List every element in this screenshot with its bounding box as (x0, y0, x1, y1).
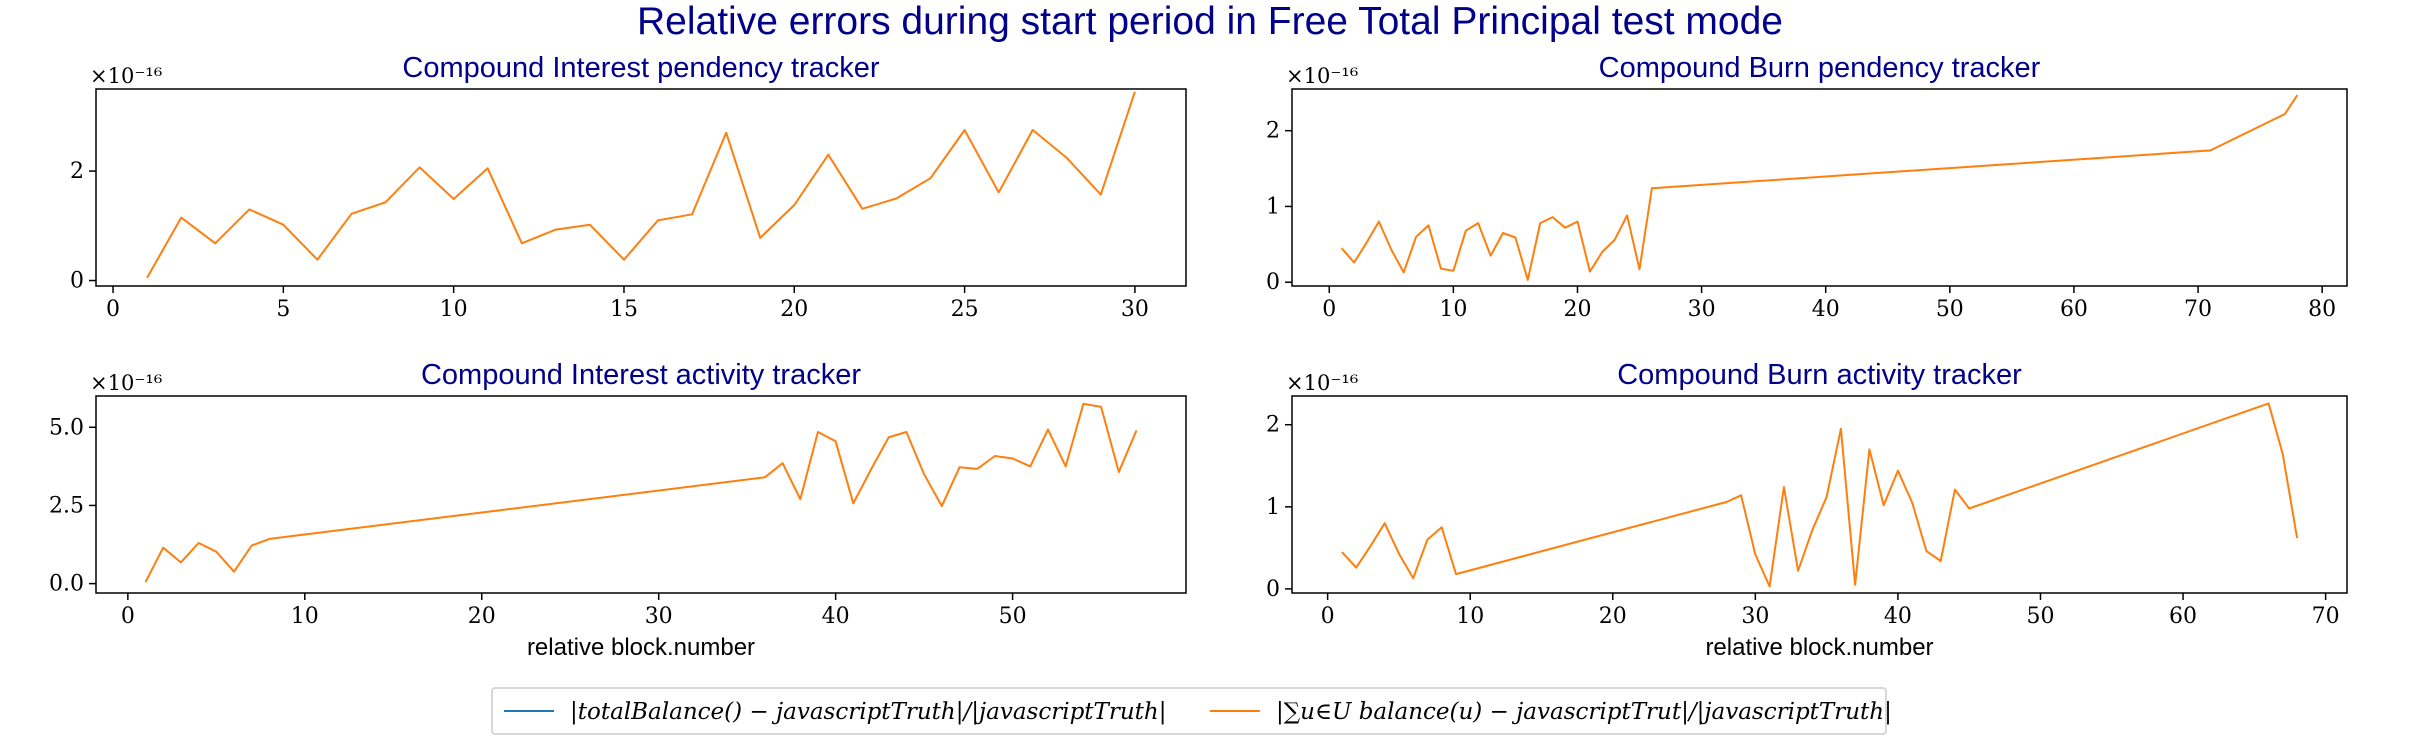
figure-title: Relative errors during start period in F… (637, 0, 1783, 43)
series-line-1 (1340, 94, 2299, 281)
axis-multiplier: ×10⁻¹⁶ (90, 64, 162, 88)
subplot-1: Compound Interest pendency tracker ×10⁻¹⁶… (70, 52, 1187, 322)
x-tick-label: 60 (2060, 297, 2088, 322)
x-tick-label: 40 (822, 604, 850, 629)
x-tick-label: 5 (276, 297, 290, 322)
series-line-1 (146, 91, 1136, 279)
x-tick-label: 40 (1884, 604, 1912, 629)
plot-frame (1291, 88, 2348, 287)
x-tick-label: 0 (1321, 604, 1335, 629)
y-tick-label: 2.5 (49, 493, 84, 518)
x-tick-label: 50 (2026, 604, 2054, 629)
axis-multiplier: ×10⁻¹⁶ (1286, 371, 1358, 395)
x-tick-label: 20 (1563, 297, 1591, 322)
x-tick-label: 0 (121, 604, 135, 629)
subplots: Compound Interest pendency tracker ×10⁻¹⁶… (49, 52, 2348, 661)
subplot-4: Compound Burn activity tracker×10⁻¹⁶0 10 2… (1266, 359, 2348, 661)
plot-frame (95, 395, 1187, 594)
y-tick-label: 1 (1266, 194, 1280, 219)
x-tick-label: 70 (2312, 604, 2340, 629)
x-tick-label: 0 (1322, 297, 1336, 322)
x-tick-label: 20 (468, 604, 496, 629)
y-tick-label: 2 (1266, 413, 1280, 438)
axis-multiplier: ×10⁻¹⁶ (90, 371, 162, 395)
subplot-title: Compound Burn activity tracker (1617, 359, 2022, 391)
x-tick-label: 80 (2308, 297, 2336, 322)
x-tick-label: 20 (1599, 604, 1627, 629)
x-tick-label: 40 (1812, 297, 1840, 322)
x-tick-label: 30 (1688, 297, 1716, 322)
subplot-title: Compound Burn pendency tracker (1599, 52, 2041, 84)
series-line-1 (1341, 402, 2299, 588)
x-tick-label: 10 (291, 604, 319, 629)
x-tick-label: 15 (610, 297, 638, 322)
subplot-3: Compound Interest activity tracker ×10⁻¹⁶… (49, 359, 1187, 661)
y-tick-label: 0 (70, 269, 84, 294)
y-tick-label: 0 (1266, 270, 1280, 295)
plot-frame (95, 88, 1187, 287)
y-tick-label: 0 (1266, 577, 1280, 602)
x-tick-label: 10 (440, 297, 468, 322)
y-tick-label: 2 (70, 159, 84, 184)
x-tick-label: 50 (1936, 297, 1964, 322)
x-tick-label: 20 (780, 297, 808, 322)
x-tick-label: 30 (645, 604, 673, 629)
y-tick-label: 0.0 (49, 572, 84, 597)
legend: |totalBalance() − javascriptTruth|/|java… (491, 687, 1892, 735)
x-tick-label: 30 (1741, 604, 1769, 629)
x-tick-label: 60 (2169, 604, 2197, 629)
series-line-1 (144, 402, 1138, 583)
subplot-title: Compound Interest activity tracker (421, 359, 861, 391)
x-tick-label: 10 (1456, 604, 1484, 629)
subplot-title: Compound Interest pendency tracker (402, 52, 879, 84)
x-tick-label: 70 (2184, 297, 2212, 322)
y-tick-label: 2 (1266, 119, 1280, 144)
legend-label-2: |∑u∈U balance(u) − javascriptTrut|/|java… (1276, 699, 1892, 725)
x-axis-label: relative block.number (527, 634, 755, 661)
y-tick-label: 5.0 (49, 415, 84, 440)
legend-box (491, 687, 1887, 735)
plot-frame (1291, 395, 2348, 594)
legend-label-1: |totalBalance() − javascriptTruth|/|java… (570, 699, 1166, 725)
y-tick-label: 1 (1266, 495, 1280, 520)
x-tick-label: 30 (1121, 297, 1149, 322)
x-tick-label: 10 (1439, 297, 1467, 322)
x-tick-label: 25 (951, 297, 979, 322)
x-tick-label: 50 (999, 604, 1027, 629)
axis-multiplier: ×10⁻¹⁶ (1286, 64, 1358, 88)
subplot-2: Compound Burn pendency tracker×10⁻¹⁶0 10 2… (1266, 52, 2348, 322)
x-axis-label: relative block.number (1705, 634, 1933, 661)
x-tick-label: 0 (106, 297, 120, 322)
